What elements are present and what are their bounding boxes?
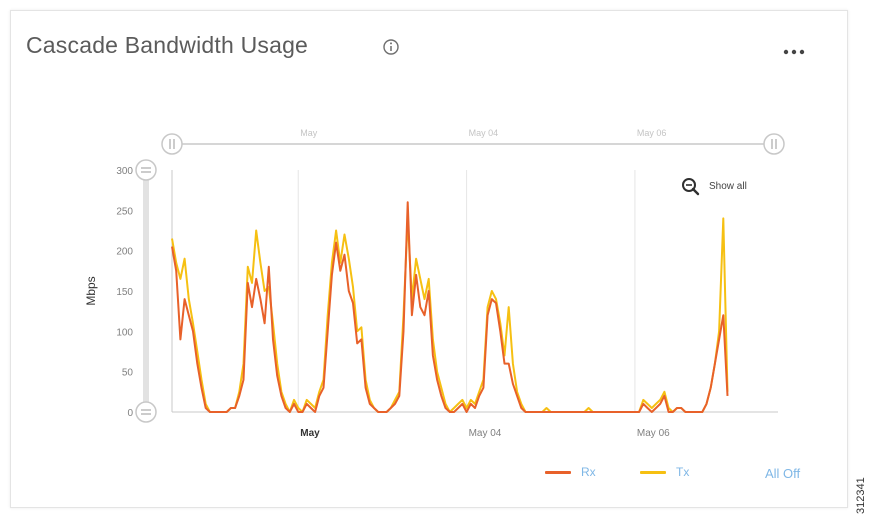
y-tick-label: 0	[127, 408, 133, 419]
navigator-tick-label: May 06	[637, 128, 667, 138]
y-tick-labels: 0 50 100 150 200 250 300	[116, 166, 133, 419]
y-tick-label: 150	[116, 287, 133, 298]
series-layer	[171, 201, 729, 413]
y-tick-label: 200	[116, 247, 133, 258]
legend-item-tx[interactable]: Tx	[640, 462, 689, 482]
legend-swatch-tx	[640, 470, 666, 474]
show-all-label: Show all	[709, 181, 747, 192]
y-slider-top-handle[interactable]	[135, 159, 157, 181]
legend-label-tx: Tx	[676, 465, 690, 479]
series-line-tx	[171, 217, 729, 413]
y-tick-label: 50	[122, 368, 134, 379]
legend-swatch-rx	[545, 470, 571, 474]
all-off-toggle[interactable]: All Off	[765, 466, 801, 481]
y-axis-title: Mbps	[84, 276, 98, 305]
navigator-ticks: May May 04 May 06	[300, 128, 666, 138]
card-title: Cascade Bandwidth Usage	[26, 32, 309, 58]
range-navigator[interactable]: May May 04 May 06	[161, 128, 785, 155]
side-code: 312341	[855, 477, 867, 514]
y-tick-label: 250	[116, 206, 133, 217]
series-line-rx	[171, 201, 729, 413]
navigator-tick-label: May	[300, 128, 318, 138]
x-tick-label: May 04	[469, 428, 502, 439]
y-tick-label: 300	[116, 166, 133, 177]
more-options-button[interactable]	[778, 42, 810, 62]
legend-label-rx: Rx	[581, 465, 596, 479]
y-range-slider[interactable]	[135, 159, 157, 423]
legend-item-rx[interactable]: Rx	[545, 462, 596, 482]
y-slider-bottom-handle[interactable]	[135, 401, 157, 423]
plot-grid	[297, 170, 636, 412]
show-all-button[interactable]: Show all	[682, 178, 747, 196]
side-code-text: 312341	[855, 477, 867, 514]
navigator-right-handle[interactable]	[763, 133, 785, 155]
info-icon[interactable]	[382, 38, 400, 56]
x-tick-label: May	[300, 428, 320, 439]
x-tick-label: May 06	[637, 428, 670, 439]
y-tick-label: 100	[116, 327, 133, 338]
x-tick-labels: May May 04 May 06	[300, 428, 670, 439]
navigator-tick-label: May 04	[469, 128, 499, 138]
zoom-out-icon	[682, 178, 696, 192]
chart-card	[10, 10, 848, 508]
navigator-left-handle[interactable]	[161, 133, 183, 155]
